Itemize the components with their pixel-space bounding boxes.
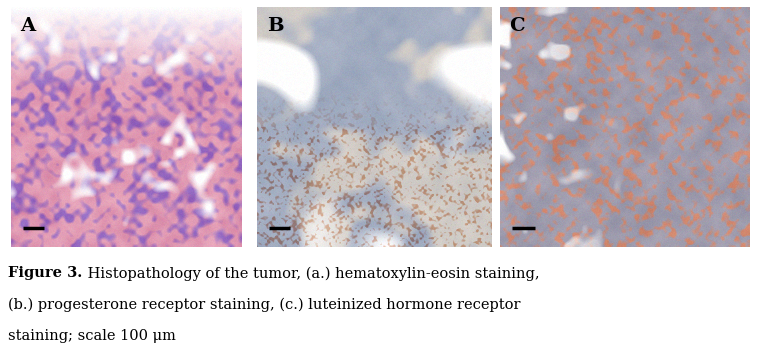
Text: Figure 3.: Figure 3. — [8, 266, 82, 280]
Text: staining; scale 100 μm: staining; scale 100 μm — [8, 329, 176, 343]
Text: A: A — [20, 16, 36, 35]
Text: Figure 3.: Figure 3. — [8, 266, 82, 280]
Text: B: B — [266, 16, 283, 35]
Text: Histopathology of the tumor, (a.) hematoxylin-eosin staining,: Histopathology of the tumor, (a.) hemato… — [83, 266, 540, 281]
Text: (b.) progesterone receptor staining, (c.) luteinized hormone receptor: (b.) progesterone receptor staining, (c.… — [8, 298, 520, 312]
Text: C: C — [509, 16, 525, 35]
